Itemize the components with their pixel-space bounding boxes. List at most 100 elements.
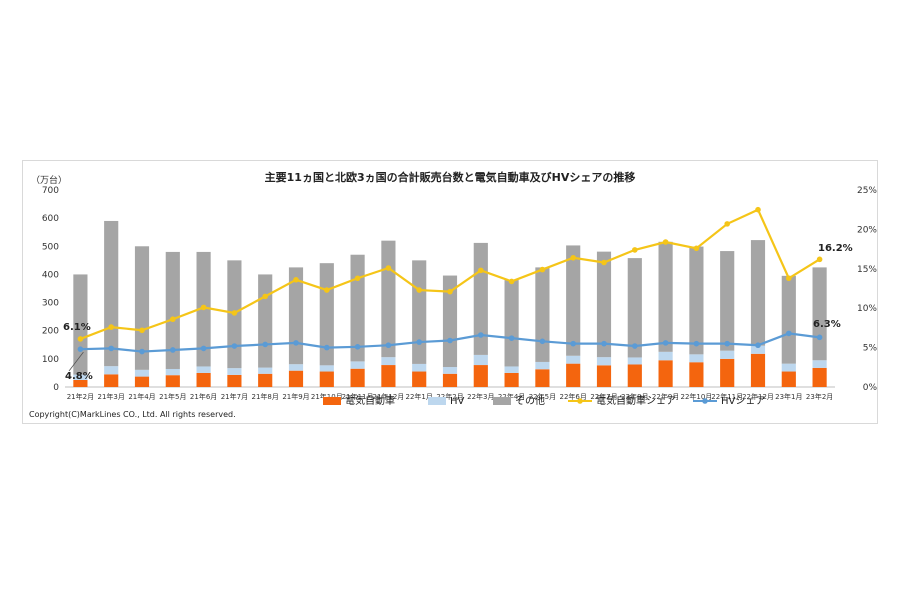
bar-ev	[165, 375, 180, 387]
x-tick-label: 22年7月	[590, 392, 617, 401]
annotation-ev-start: 6.1%	[63, 322, 91, 333]
point-ev-share	[693, 245, 700, 252]
y-axis-unit: （万台）	[31, 174, 67, 186]
x-tick-label: 22年10月	[680, 392, 712, 401]
point-ev-share	[601, 259, 607, 266]
point-hv-share	[77, 346, 84, 352]
bar-hv	[165, 368, 180, 376]
bar-ev	[535, 369, 550, 387]
bar-other	[627, 258, 642, 358]
point-ev-share	[262, 293, 268, 300]
bar-ev	[319, 371, 334, 387]
y2-tick-label: 10%	[857, 304, 877, 314]
bar-other	[504, 280, 519, 367]
bar-other	[381, 240, 396, 358]
bar-hv	[134, 369, 150, 377]
x-axis-ticks: 21年2月 21年3月 21年4月 21年5月 21年6月 21年7月 21年8月 21年9月…	[67, 392, 834, 401]
y2-tick-label: 5%	[863, 344, 877, 354]
point-ev-share	[324, 287, 330, 293]
bar-hv	[658, 351, 673, 361]
point-ev-share	[200, 304, 207, 311]
bar-other	[720, 251, 735, 351]
point-hv-share	[632, 343, 638, 349]
bar-ev	[812, 367, 827, 387]
point-ev-share	[170, 316, 176, 323]
bar-ev	[350, 368, 365, 387]
bar-ev	[473, 365, 488, 387]
point-hv-share	[478, 332, 484, 338]
chart-frame: 主要11ヵ国と北欧3ヵ国の合計販売台数と電気自動車及びHVシェアの推移 （万台）…	[22, 160, 878, 424]
point-hv-share	[416, 339, 423, 345]
point-ev-share	[724, 221, 730, 227]
bar-hv	[319, 365, 334, 372]
bar-other	[689, 246, 704, 355]
x-tick-label: 22年1月	[406, 392, 433, 401]
legend-label: その他	[515, 394, 545, 407]
y-tick-label: 600	[42, 214, 59, 224]
point-ev-share	[231, 310, 238, 316]
x-tick-label: 22年12月	[742, 392, 774, 401]
bar-hv	[781, 363, 796, 372]
bar-ev	[566, 363, 581, 387]
point-hv-share	[724, 340, 730, 347]
point-ev-share	[662, 239, 669, 245]
x-tick-label: 22年9月	[652, 392, 679, 401]
point-hv-share	[262, 341, 268, 348]
point-ev-share	[416, 287, 423, 293]
bar-hv	[504, 366, 519, 373]
point-ev-share	[570, 254, 576, 261]
y2-tick-label: 20%	[857, 225, 877, 235]
point-ev-share	[816, 256, 823, 263]
point-ev-share	[755, 206, 761, 213]
x-tick-label: 22年3月	[467, 392, 494, 401]
x-tick-label: 22年8月	[621, 392, 648, 401]
annotations: 6.1% 4.8% 16.2% 6.3%	[63, 243, 853, 382]
bar-other	[288, 267, 304, 365]
x-tick-label: 21年8月	[252, 392, 279, 401]
bar-ev	[658, 360, 673, 387]
bar-other	[566, 245, 581, 356]
bar-ev	[258, 373, 273, 387]
point-ev-share	[354, 275, 361, 282]
x-tick-label: 21年6月	[190, 392, 217, 401]
x-tick-label: 23年1月	[775, 392, 802, 401]
bar-hv	[227, 368, 242, 375]
bar-hv	[473, 354, 488, 366]
legend: 電気自動車 HV その他 電気自動車シェア HVシェア	[323, 394, 765, 407]
legend-swatch	[323, 397, 341, 405]
bar-hv	[627, 357, 642, 365]
legend-swatch	[493, 397, 511, 405]
point-ev-share	[385, 265, 392, 271]
y-axis-ticks: 0 100 200 300 400 500 600 700	[42, 186, 59, 393]
point-ev-share	[508, 278, 515, 285]
bar-other	[442, 275, 458, 368]
y2-axis-ticks: 0% 5% 10% 15% 20% 25%	[857, 186, 877, 393]
x-tick-label: 21年12月	[372, 392, 404, 401]
bar-other	[473, 242, 488, 355]
point-hv-share	[508, 335, 515, 341]
bar-ev	[689, 362, 704, 387]
point-hv-share	[816, 334, 823, 341]
y-tick-label: 400	[42, 270, 59, 280]
bar-other	[134, 246, 150, 370]
bar-hv	[750, 345, 766, 354]
point-hv-share	[108, 345, 114, 352]
y-tick-label: 0	[53, 383, 59, 393]
point-hv-share	[786, 330, 792, 337]
bars	[73, 220, 827, 387]
y-tick-label: 500	[42, 242, 59, 252]
y-tick-label: 700	[42, 186, 59, 196]
bar-other	[658, 241, 673, 352]
bar-ev	[781, 371, 796, 387]
legend-label: HV	[450, 396, 465, 407]
x-tick-label: 21年2月	[67, 392, 94, 401]
bar-ev	[134, 376, 150, 387]
y2-tick-label: 25%	[857, 186, 877, 196]
bar-hv	[596, 357, 612, 366]
point-ev-share	[293, 277, 299, 283]
x-tick-label: 22年11月	[711, 392, 743, 401]
x-tick-label: 22年5月	[529, 392, 556, 401]
bar-other	[258, 274, 273, 368]
point-ev-share	[139, 327, 145, 334]
point-ev-share	[77, 336, 84, 342]
